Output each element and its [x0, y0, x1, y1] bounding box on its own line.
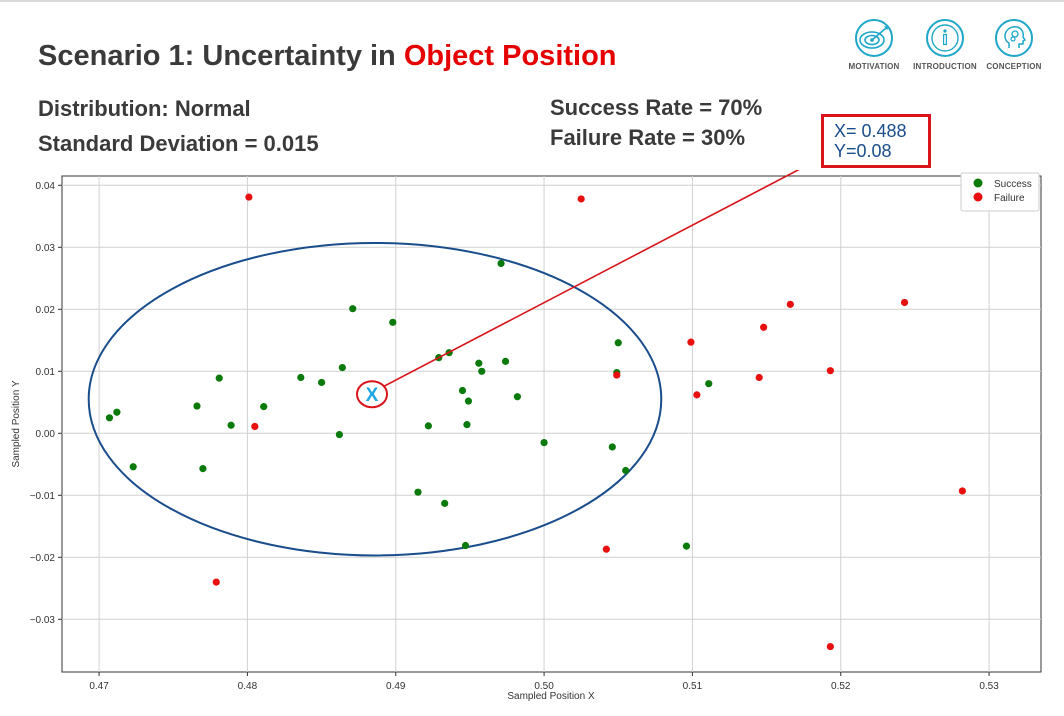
- legend-label-success: Success: [994, 179, 1032, 190]
- point-success: [501, 357, 510, 365]
- point-failure: [212, 578, 220, 586]
- point-success: [682, 542, 691, 550]
- nav-conception[interactable]: CONCEPTION: [974, 18, 1054, 71]
- grid: [62, 176, 1041, 672]
- point-failure: [687, 338, 695, 346]
- y-tick-label: 0.02: [36, 305, 56, 316]
- y-tick-label: 0.00: [36, 429, 56, 440]
- target-icon: [855, 19, 893, 57]
- title-accent: Object Position: [403, 40, 617, 72]
- callout-y-value: Y=0.08: [834, 141, 892, 161]
- y-tick-label: −0.03: [30, 615, 56, 626]
- point-failure: [786, 300, 794, 308]
- top-rule: [0, 0, 1064, 2]
- x-tick-label: 0.50: [534, 681, 554, 692]
- point-success: [478, 367, 486, 375]
- scatter-chart: 0.47 0.48 0.49 0.50 0.51 0.52 0.53 0.040.030.0…: [11, 170, 1042, 702]
- point-success: [463, 421, 471, 429]
- y-tick-label: 0.04: [36, 181, 56, 192]
- point-success: [193, 402, 201, 410]
- nav-conception-label: CONCEPTION: [986, 62, 1042, 71]
- x-axis-label: Sampled Position X: [507, 691, 595, 702]
- point-failure: [577, 195, 585, 203]
- legend-label-failure: Failure: [994, 193, 1025, 204]
- nav-motivation-label: MOTIVATION: [848, 62, 900, 71]
- point-success: [389, 318, 397, 326]
- point-success: [215, 374, 223, 382]
- point-failure: [613, 371, 621, 379]
- point-failure: [755, 373, 763, 382]
- distribution-label: Distribution: Normal: [38, 96, 251, 121]
- point-success: [458, 386, 467, 395]
- point-success: [227, 421, 235, 429]
- point-success: [260, 403, 268, 411]
- x-tick-label: 0.53: [979, 681, 999, 692]
- y-tick-label: −0.02: [30, 553, 56, 564]
- legend-marker-success: [973, 178, 983, 188]
- point-success: [614, 339, 622, 347]
- point-success: [705, 380, 713, 388]
- point-failure: [602, 545, 610, 553]
- info-icon: [926, 19, 964, 57]
- callout-arrow: [383, 170, 800, 387]
- point-failure: [826, 642, 834, 651]
- coordinate-callout: X= 0.488 Y=0.08: [821, 114, 931, 168]
- x-ticks: 0.47 0.48 0.49 0.50 0.51 0.52 0.53: [89, 672, 999, 692]
- x-tick-label: 0.52: [831, 681, 851, 692]
- slide-title: Scenario 1: Uncertainty in Object Positi…: [38, 40, 617, 73]
- mean-marker-label: X: [366, 385, 379, 406]
- point-failure: [245, 193, 253, 201]
- point-success: [297, 373, 305, 382]
- y-axis-label: Sampled Position Y: [11, 380, 22, 467]
- point-success: [335, 430, 343, 439]
- title-prefix: Scenario 1: Uncertainty in: [38, 40, 404, 72]
- y-ticks: 0.04 0.03 0.02 0.01 0.00 −0.01 −0.02 −0.03: [30, 181, 62, 626]
- point-success: [129, 463, 137, 471]
- point-failure: [826, 367, 834, 375]
- legend-marker-failure: [973, 192, 983, 202]
- callout-x-value: X= 0.488: [834, 121, 907, 141]
- point-success: [622, 466, 630, 475]
- point-success: [497, 259, 505, 268]
- point-success: [424, 422, 432, 430]
- x-tick-label: 0.48: [238, 681, 258, 692]
- point-failure: [958, 487, 966, 495]
- legend: Success Failure: [960, 172, 1040, 212]
- x-tick-label: 0.47: [89, 681, 109, 692]
- nav-introduction[interactable]: INTRODUCTION: [905, 18, 985, 71]
- nav-motivation[interactable]: MOTIVATION: [834, 18, 914, 71]
- point-success: [199, 465, 207, 473]
- plot-frame: [61, 175, 1042, 673]
- point-success: [338, 363, 346, 372]
- point-success: [414, 488, 422, 496]
- point-success: [113, 408, 121, 416]
- point-success: [464, 397, 473, 405]
- point-success: [540, 439, 548, 447]
- point-success: [349, 305, 357, 313]
- x-tick-label: 0.51: [683, 681, 703, 692]
- point-failure: [900, 298, 909, 307]
- point-failure: [693, 391, 701, 399]
- boundary-ellipse: [87, 241, 663, 557]
- head-gears-icon: [995, 19, 1033, 57]
- failure-rate-label: Failure Rate = 30%: [550, 125, 746, 150]
- point-success: [461, 541, 470, 550]
- y-tick-label: −0.01: [30, 491, 56, 502]
- nav-introduction-label: INTRODUCTION: [913, 62, 977, 71]
- point-success: [105, 414, 114, 422]
- y-tick-label: 0.01: [36, 367, 56, 378]
- point-success: [608, 443, 616, 451]
- mean-marker-ring: [356, 380, 389, 409]
- point-success: [317, 378, 326, 387]
- y-tick-label: 0.03: [36, 243, 56, 254]
- point-success: [513, 393, 521, 401]
- point-failure: [251, 422, 259, 431]
- x-tick-label: 0.49: [386, 681, 406, 692]
- data-points: [105, 193, 966, 651]
- point-failure: [760, 323, 768, 331]
- success-rate-label: Success Rate = 70%: [550, 95, 763, 120]
- point-success: [441, 499, 449, 507]
- point-success: [475, 359, 483, 367]
- std-dev-label: Standard Deviation = 0.015: [38, 131, 319, 156]
